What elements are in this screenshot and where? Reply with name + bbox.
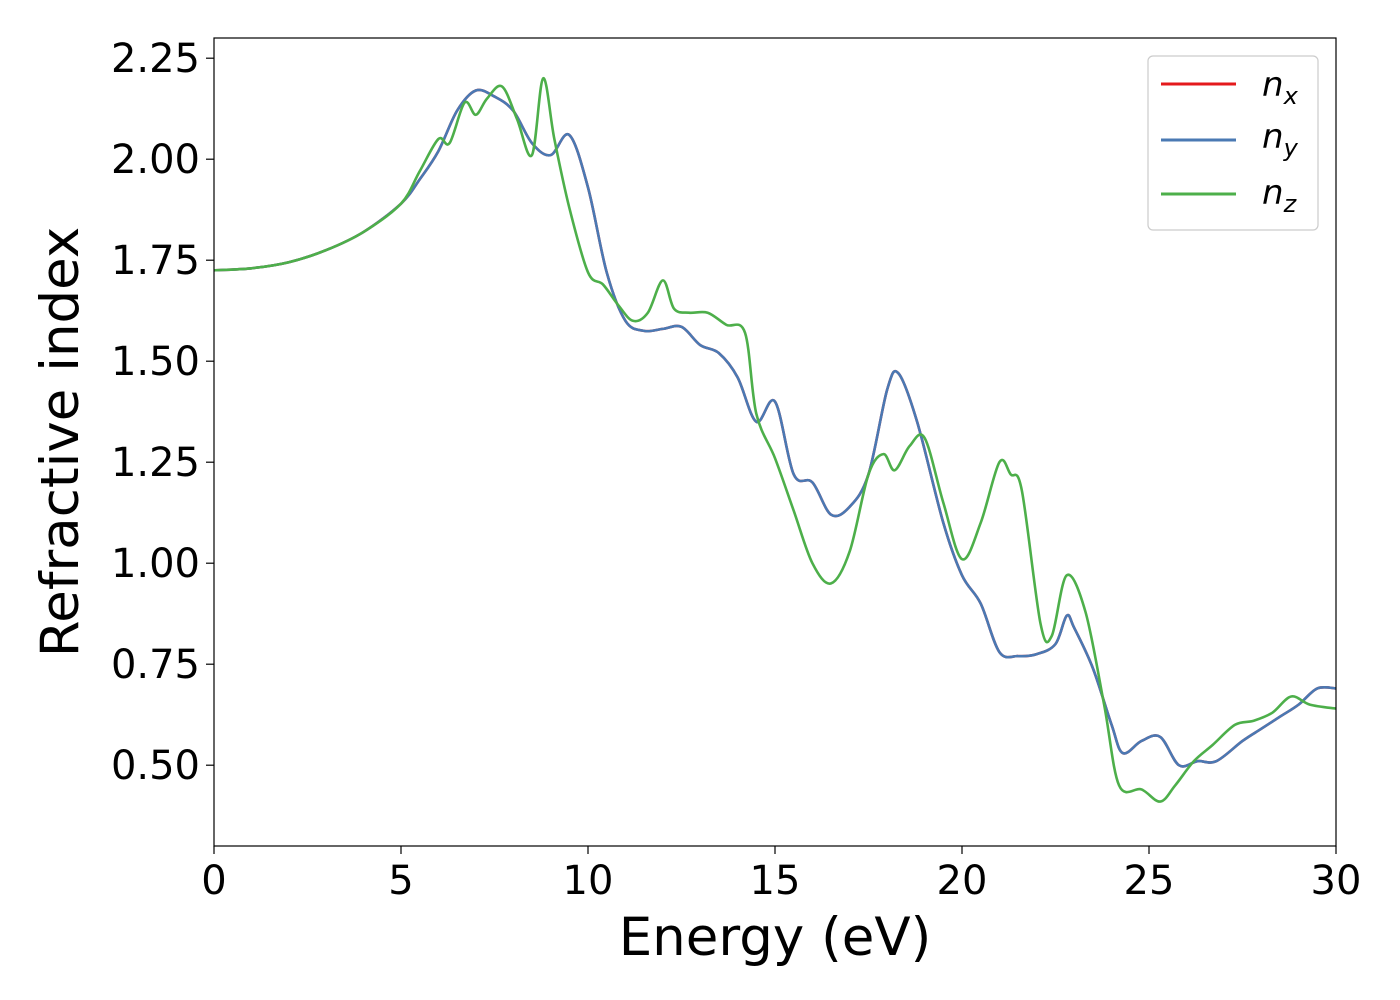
legend-label-nz: nz xyxy=(1262,173,1298,218)
x-tick-label: 30 xyxy=(1311,858,1362,904)
series-line-ny xyxy=(214,88,1336,768)
x-tick-label: 0 xyxy=(201,858,226,904)
y-tick-label: 1.75 xyxy=(111,238,200,284)
legend: nx ny nz xyxy=(1147,55,1319,231)
x-tick-label: 20 xyxy=(937,858,988,904)
y-tick-label: 2.25 xyxy=(111,36,200,82)
x-tick-label: 15 xyxy=(750,858,801,904)
y-axis-ticks: 0.50 0.75 1.00 1.25 1.50 1.75 2.00 2.25 xyxy=(111,36,214,789)
x-tick-label: 25 xyxy=(1124,858,1175,904)
y-tick-label: 1.00 xyxy=(111,541,200,587)
x-tick-label: 5 xyxy=(388,858,413,904)
x-axis-title: Energy (eV) xyxy=(619,907,932,968)
y-tick-label: 0.75 xyxy=(111,642,200,688)
x-axis-ticks: 0 5 10 15 20 25 30 xyxy=(201,846,1361,904)
y-tick-label: 1.25 xyxy=(111,440,200,486)
y-tick-label: 0.50 xyxy=(111,743,200,789)
y-axis-title: Refractive index xyxy=(30,227,91,657)
y-tick-label: 2.00 xyxy=(111,137,200,183)
series-layer xyxy=(214,77,1336,803)
y-tick-label: 1.50 xyxy=(111,339,200,385)
legend-box xyxy=(1147,55,1319,231)
x-tick-label: 10 xyxy=(563,858,614,904)
series-line-nz xyxy=(214,77,1336,803)
legend-label-ny: ny xyxy=(1262,117,1299,162)
legend-label-nx: nx xyxy=(1262,65,1299,110)
